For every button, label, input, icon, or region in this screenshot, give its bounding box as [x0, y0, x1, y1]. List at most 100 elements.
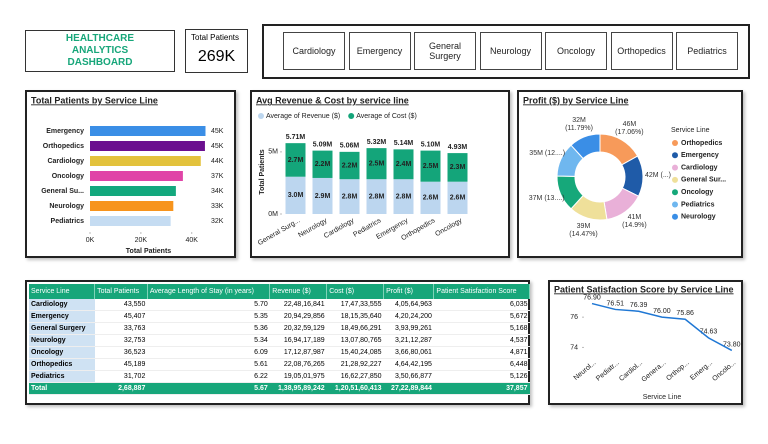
table-cell: Orthopedics [29, 358, 95, 371]
slicer-button[interactable]: Neurology [479, 32, 542, 70]
legend-label: Average of Cost ($) [356, 113, 417, 120]
bar-segment [366, 148, 387, 180]
value-label: 2.2M [342, 162, 358, 169]
table-cell: 5.70 [147, 299, 270, 311]
category-label: Emergency [46, 128, 84, 135]
table-cell: 6,448 [433, 358, 530, 371]
bar-segment [393, 179, 414, 214]
legend-marker [672, 176, 678, 183]
table-cell: Cardiology [29, 299, 95, 311]
table-cell: 4,871 [433, 346, 530, 359]
table-cell: 22,48,16,841 [269, 299, 327, 311]
header-cell: Average Length of Stay (in years) [147, 284, 271, 299]
table-cell: 4,20,24,200 [383, 310, 434, 323]
table-cell: Oncology [29, 346, 95, 359]
bar-segment [312, 177, 333, 214]
table-panel: Service Line Total Patients Average Length… [25, 280, 530, 405]
total-cell: Total [29, 382, 95, 395]
table-cell: 36,523 [94, 346, 148, 359]
table-cell: 16,62,27,850 [326, 370, 384, 383]
value-label: 45K [211, 128, 224, 135]
x-axis-label: Service Line [643, 394, 682, 401]
chart: Profit ($) by Service Line Service Line Or… [523, 95, 726, 221]
table-cell: 6.09 [147, 346, 270, 359]
value-label: 2.9M [315, 193, 331, 200]
value-label: 37K [211, 173, 224, 180]
chart-panel: Avg Revenue & Cost by service line Averag… [250, 90, 510, 258]
x-tick-label: 20K [135, 237, 148, 244]
x-tick-label: Orthop... [665, 360, 690, 383]
y-tick-label: 76 [570, 314, 578, 321]
kpi-value: 269K [197, 48, 236, 65]
value-label: 45K [211, 143, 224, 150]
table-row: General Surgery 33,763 5.36 20,32,59,129 18,… [29, 322, 530, 335]
bar-segment [339, 151, 360, 180]
bar-segment [339, 179, 360, 214]
total-cell: 1,20,51,60,413 [326, 382, 384, 395]
value-label: 3.0M [288, 192, 304, 199]
bar-segment [366, 179, 387, 214]
table-cell: 15,40,24,085 [326, 346, 384, 359]
legend-title: Service Line [671, 127, 710, 134]
legend-label: General Sur... [681, 177, 726, 184]
table-cell: Emergency [29, 310, 95, 323]
table-cell: 3,93,99,261 [383, 322, 434, 335]
chart-panel: Profit ($) by Service Line Service Line Or… [517, 90, 743, 258]
slicer-button[interactable]: Oncology [545, 32, 607, 70]
total-cell: 37,857 [433, 382, 530, 395]
table-row: Orthopedics 45,189 5.61 22,08,76,265 21,28,9… [29, 358, 530, 371]
table-cell: 5.35 [147, 310, 270, 323]
bar-segment [420, 150, 441, 182]
legend-marker [672, 189, 678, 196]
table-cell: 17,47,33,555 [326, 299, 384, 311]
legend-label: Neurology [681, 214, 716, 221]
table-cell: 6,035 [433, 299, 530, 311]
table-cell: 43,550 [94, 299, 148, 311]
y-tick-label: 74 [570, 344, 578, 351]
table-row: Pediatrics 31,702 6.22 19,05,01,975 16,62,27… [29, 370, 530, 383]
slicer-button[interactable]: Pediatrics [676, 32, 738, 70]
x-tick-label: Emerg... [689, 360, 714, 382]
table-cell: 17,12,87,987 [269, 346, 327, 359]
x-tick-label: Oncology [434, 217, 464, 238]
y-tick-label: 0M [268, 211, 278, 218]
y-axis-label: Total Patients [259, 149, 266, 194]
table-cell: 45,407 [94, 310, 148, 323]
header-cell: Total Patients [94, 284, 148, 299]
data-label: 35M (12....) [529, 149, 566, 157]
value-label: 32K [211, 218, 224, 225]
x-tick-label: 0K [86, 237, 95, 244]
slicer-button[interactable]: Emergency [348, 32, 411, 70]
table-cell: 5,126 [433, 370, 530, 383]
slicer-button[interactable]: Cardiology [283, 32, 345, 70]
header-cell: Service Line [29, 284, 96, 299]
line [591, 302, 733, 352]
donut-slice [570, 133, 601, 160]
total-cell: 1,38,95,89,242 [269, 382, 327, 395]
total-label: 5.71M [286, 134, 306, 141]
title-box: HEALTHCARE ANALYTICS DASHBOARD [25, 30, 175, 72]
value-label: 34K [211, 188, 224, 195]
kpi-label: Total Patients [191, 33, 240, 42]
header-cell: Profit ($) [383, 284, 435, 299]
value-label: 2.3M [450, 164, 466, 171]
table-cell: 4,64,42,195 [383, 358, 434, 371]
bar [90, 216, 171, 226]
category-label: Cardiology [47, 158, 84, 165]
header-cell: Revenue ($) [269, 284, 328, 299]
chart: Avg Revenue & Cost by service line Averag… [256, 95, 468, 247]
chart: Patient Satisfaction Score by Service Li… [554, 284, 741, 401]
table-cell: 5.61 [147, 358, 270, 371]
slicer-button[interactable]: General Surgery [414, 32, 476, 70]
table-row: Cardiology 43,550 5.70 22,48,16,841 17,47,33… [29, 299, 530, 311]
slicer-button[interactable]: Orthopedics [610, 32, 673, 70]
value-label: 76.00 [653, 308, 671, 315]
table-cell: 5,168 [433, 322, 530, 335]
category-label: Pediatrics [51, 218, 85, 225]
value-label: 74.63 [700, 329, 718, 336]
data-table: Service Line Total Patients Average Length… [29, 284, 530, 395]
total-cell: 2,68,887 [94, 382, 148, 395]
x-tick-label: Oncolo... [711, 360, 737, 383]
chart-title: Patient Satisfaction Score by Service Li… [554, 284, 734, 294]
table-cell: 4,537 [433, 334, 530, 347]
